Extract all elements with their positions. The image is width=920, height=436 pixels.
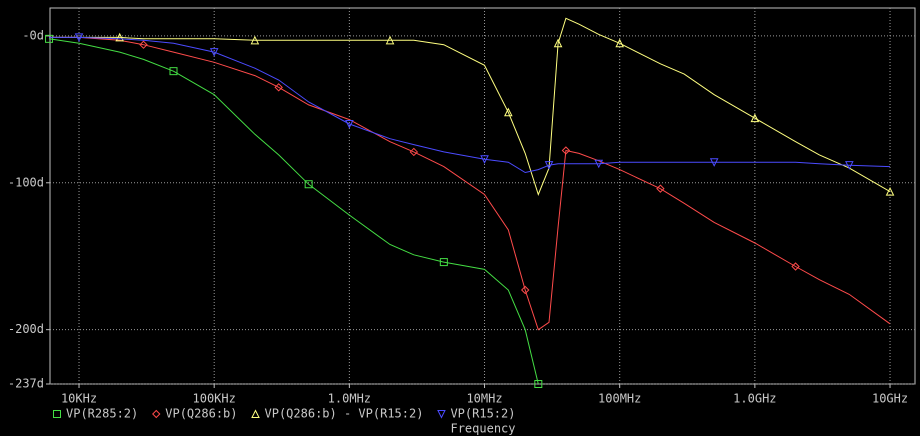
point-marker	[561, 146, 571, 155]
point-marker	[885, 186, 895, 196]
y-tick-label: -237d	[8, 377, 44, 391]
point-marker	[534, 380, 543, 388]
point-marker	[480, 155, 489, 164]
point-marker	[656, 184, 665, 193]
point-marker	[750, 113, 760, 123]
legend-label: VP(Q286:b)	[165, 407, 237, 421]
x-tick-label: 10MHz	[466, 392, 502, 406]
point-marker	[209, 48, 219, 57]
y-tick-label: -100d	[8, 175, 44, 189]
x-tick-label: 1.0MHz	[328, 392, 371, 406]
point-marker	[845, 161, 854, 170]
legend-symbol	[53, 410, 61, 418]
point-marker	[553, 38, 563, 48]
legend-label: VP(R15:2)	[450, 407, 515, 421]
point-marker	[45, 34, 54, 43]
point-marker	[409, 147, 419, 157]
point-marker	[594, 159, 604, 169]
point-marker	[169, 67, 178, 76]
series-line	[48, 38, 539, 385]
point-marker	[521, 285, 530, 295]
x-tick-label: 10GHz	[872, 392, 908, 406]
x-tick-label: 100MHz	[598, 392, 641, 406]
legend-symbol	[437, 410, 446, 419]
point-marker	[615, 38, 625, 48]
series-line	[49, 36, 891, 331]
point-marker	[385, 35, 395, 45]
point-marker	[139, 40, 148, 49]
point-marker	[250, 35, 260, 45]
series-line	[49, 17, 891, 196]
point-marker	[74, 33, 84, 42]
x-tick-label: 10KHz	[61, 392, 97, 406]
x-axis-label: Frequency	[450, 422, 515, 436]
legend-label: VP(R285:2)	[66, 407, 138, 421]
point-marker	[791, 262, 800, 271]
point-marker	[274, 83, 283, 92]
x-tick-label: 100KHz	[193, 392, 236, 406]
x-tick-label: 1.0GHz	[733, 392, 776, 406]
series-line	[49, 36, 891, 174]
y-tick-label: -0d	[22, 28, 44, 42]
legend-label: VP(Q286:b) - VP(R15:2)	[265, 407, 424, 421]
legend-symbol	[152, 409, 161, 419]
point-marker	[439, 258, 448, 267]
point-marker	[304, 180, 313, 189]
point-marker	[115, 32, 125, 42]
legend-symbol	[251, 409, 260, 418]
point-marker	[504, 107, 513, 117]
point-marker	[709, 158, 719, 167]
point-marker	[345, 120, 354, 129]
point-marker	[544, 161, 554, 170]
y-tick-label: -200d	[8, 322, 44, 336]
